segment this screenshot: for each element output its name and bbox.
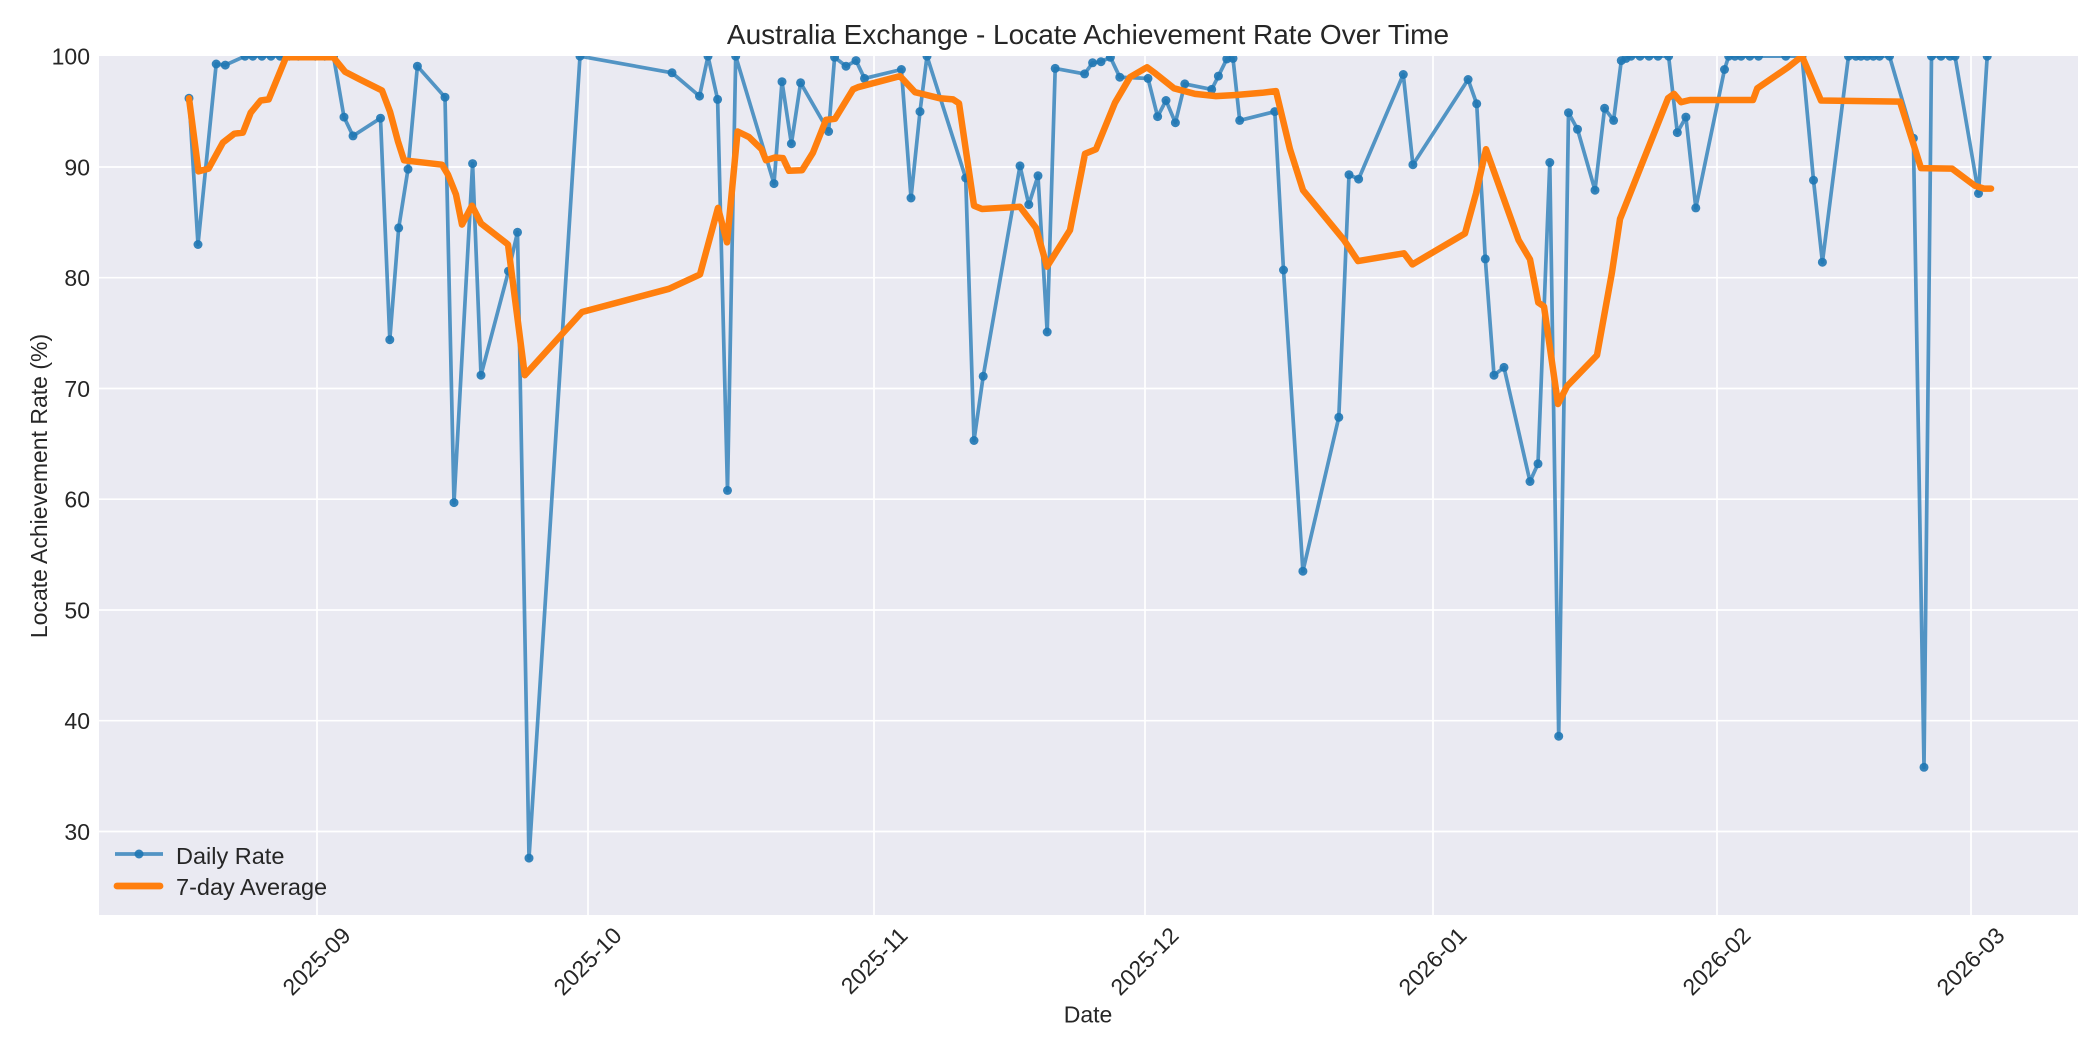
- svg-text:70: 70: [64, 376, 90, 402]
- svg-text:Daily Rate: Daily Rate: [176, 843, 284, 869]
- svg-text:50: 50: [64, 597, 90, 623]
- svg-text:30: 30: [64, 819, 90, 845]
- svg-text:Date: Date: [1064, 1001, 1113, 1027]
- svg-text:60: 60: [64, 487, 90, 513]
- svg-text:40: 40: [64, 708, 90, 734]
- svg-text:80: 80: [64, 265, 90, 291]
- svg-text:100: 100: [52, 44, 90, 70]
- svg-text:Locate Achievement Rate (%): Locate Achievement Rate (%): [26, 334, 52, 638]
- svg-text:7-day Average: 7-day Average: [176, 874, 327, 900]
- svg-text:90: 90: [64, 154, 90, 180]
- svg-text:Australia Exchange - Locate Ac: Australia Exchange - Locate Achievement …: [727, 19, 1449, 50]
